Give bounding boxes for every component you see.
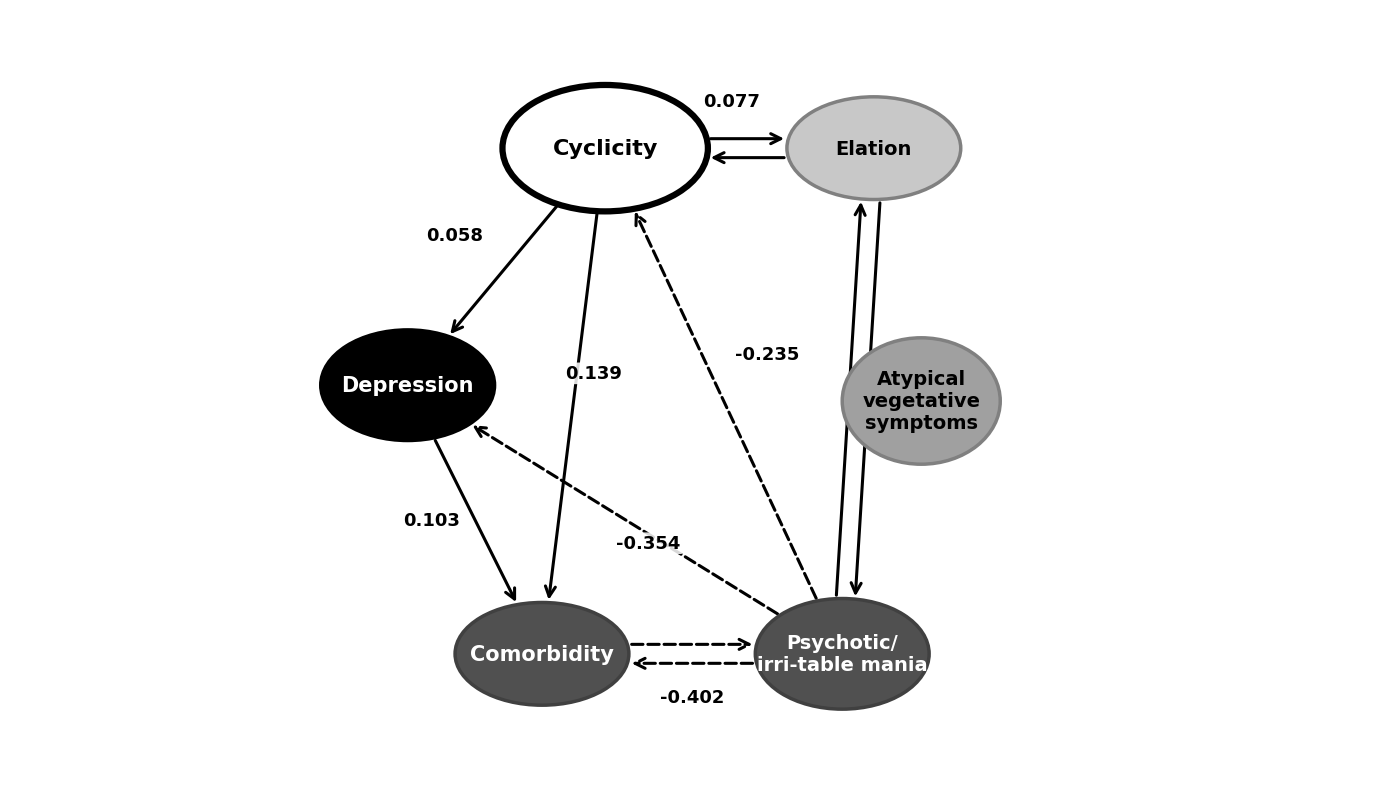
Ellipse shape [787, 98, 960, 200]
Ellipse shape [503, 86, 708, 212]
Text: 0.103: 0.103 [403, 511, 459, 529]
Text: 0.077: 0.077 [703, 92, 760, 111]
Text: 0.058: 0.058 [427, 226, 483, 245]
Text: Atypical
vegetative
symptoms: Atypical vegetative symptoms [862, 370, 980, 433]
Ellipse shape [455, 603, 629, 705]
Ellipse shape [321, 331, 494, 441]
Ellipse shape [843, 338, 1000, 465]
Text: 0.191: 0.191 [861, 393, 918, 410]
Text: Psychotic/
irri­table mania: Psychotic/ irri­table mania [757, 634, 928, 675]
Text: -0.354: -0.354 [616, 535, 680, 552]
Text: -0.402: -0.402 [659, 688, 724, 707]
Text: 0.139: 0.139 [564, 365, 622, 383]
Text: Depression: Depression [342, 376, 475, 396]
Text: Comorbidity: Comorbidity [470, 644, 615, 664]
Text: Cyclicity: Cyclicity [553, 139, 658, 159]
Ellipse shape [756, 599, 930, 709]
Text: Elation: Elation [836, 140, 911, 158]
Text: -0.235: -0.235 [735, 345, 799, 363]
